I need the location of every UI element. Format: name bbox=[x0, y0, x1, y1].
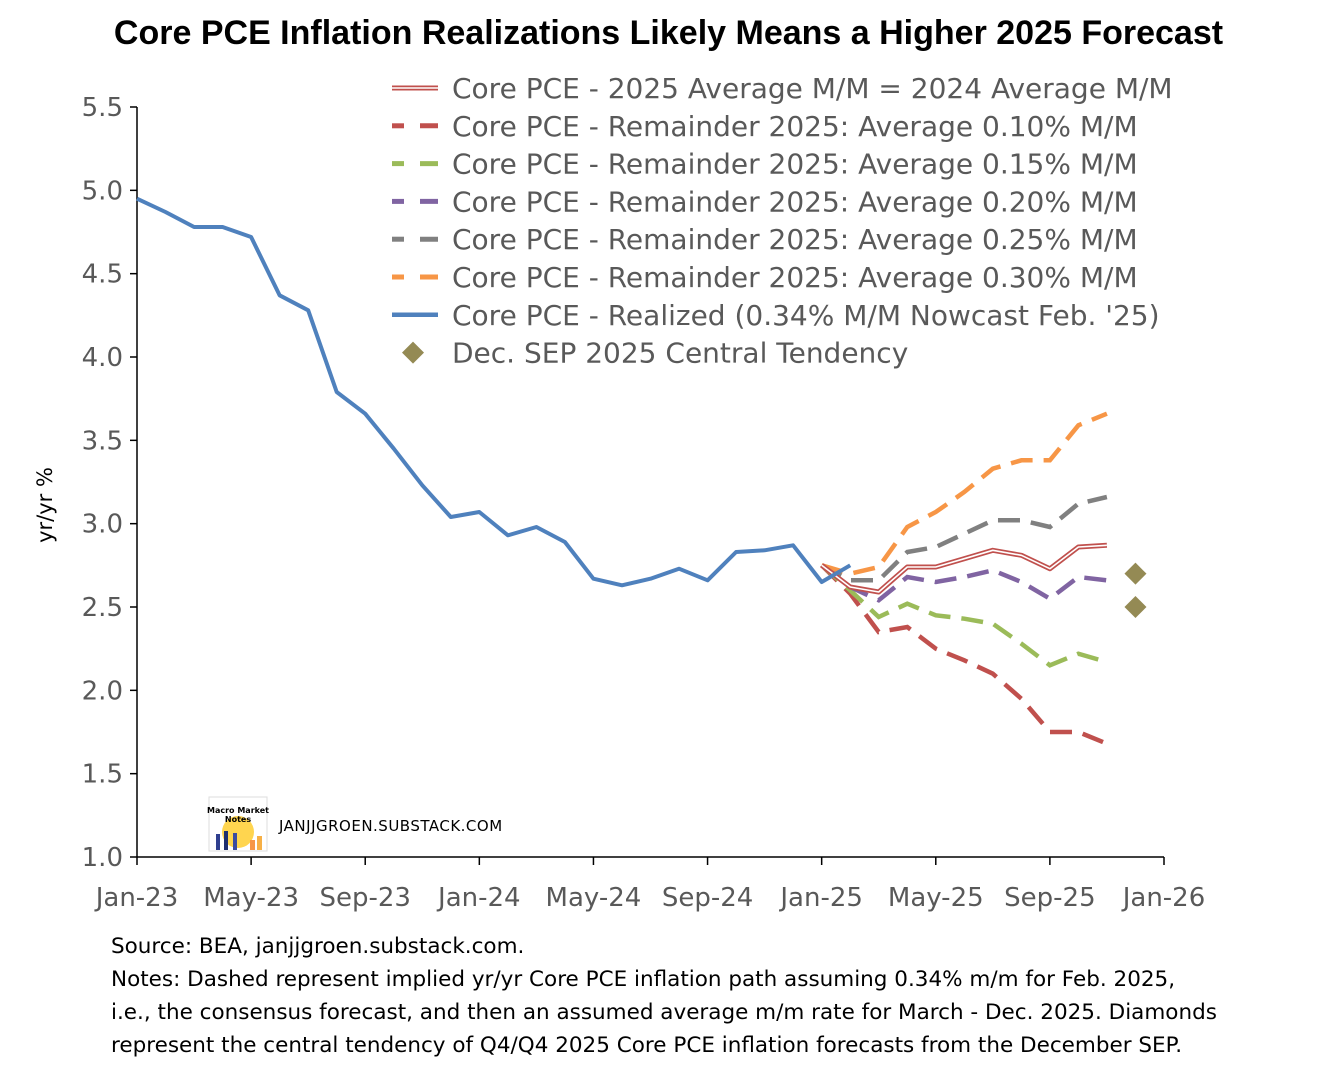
axes bbox=[136, 107, 1164, 858]
y-tick-label: 4.5 bbox=[82, 260, 123, 290]
legend-item: Core PCE - Remainder 2025: Average 0.30%… bbox=[392, 261, 1138, 294]
x-tick-label: Sep-23 bbox=[319, 883, 410, 913]
x-tick-label: Sep-25 bbox=[1004, 883, 1095, 913]
legend-label: Core PCE - Remainder 2025: Average 0.25%… bbox=[452, 223, 1138, 256]
y-tick-label: 4.0 bbox=[82, 343, 123, 373]
legend-label: Core PCE - Remainder 2025: Average 0.15%… bbox=[452, 148, 1138, 181]
series-3-line bbox=[820, 563, 1108, 603]
series-0-line-inner bbox=[821, 544, 1107, 593]
series-lines bbox=[136, 196, 1147, 746]
legend-item: Dec. SEP 2025 Central Tendency bbox=[402, 337, 908, 370]
legend: Core PCE - 2025 Average M/M = 2024 Avera… bbox=[392, 72, 1173, 370]
series-6-line bbox=[136, 196, 852, 588]
y-tick-label: 5.0 bbox=[82, 176, 123, 206]
series-4-line bbox=[820, 494, 1108, 583]
source-note: Source: BEA, janjjgroen.substack.com. bbox=[111, 934, 525, 959]
sep-diamond-marker bbox=[1124, 562, 1147, 585]
legend-label: Core PCE - Remainder 2025: Average 0.10%… bbox=[452, 110, 1138, 143]
legend-item: Core PCE - Remainder 2025: Average 0.10%… bbox=[392, 110, 1138, 143]
y-tick-label: 3.5 bbox=[82, 426, 123, 456]
watermark-logo-bar-2 bbox=[257, 836, 262, 850]
series-5-line bbox=[821, 411, 1108, 577]
series-2-line bbox=[820, 563, 1108, 668]
watermark-logo-figure-1 bbox=[216, 834, 220, 850]
sep-diamond-marker bbox=[1124, 596, 1147, 618]
x-tick-label: May-23 bbox=[203, 883, 299, 913]
legend-label: Core PCE - Remainder 2025: Average 0.20%… bbox=[452, 185, 1138, 218]
chart-canvas: 1.0 1.5 2.0 2.5 3.0 3.5 4.0 4.5 5.0 5.5 Jan-23 May… bbox=[33, 72, 1206, 913]
y-axis-ticks: 1.0 1.5 2.0 2.5 3.0 3.5 4.0 4.5 5.0 5.5 bbox=[82, 93, 137, 873]
legend-item: Core PCE - 2025 Average M/M = 2024 Avera… bbox=[392, 72, 1173, 105]
notes-line-1: Notes: Dashed represent implied yr/yr Co… bbox=[111, 967, 1176, 992]
watermark-logo-figure-2 bbox=[224, 831, 228, 850]
y-tick-label: 1.5 bbox=[82, 760, 123, 790]
legend-item: Core PCE - Realized (0.34% M/M Nowcast F… bbox=[392, 299, 1160, 332]
legend-label: Core PCE - Remainder 2025: Average 0.30%… bbox=[452, 261, 1138, 294]
watermark-logo-bar-1 bbox=[250, 840, 255, 850]
x-tick-label: Jan-24 bbox=[436, 883, 521, 913]
y-axis-label: yr/yr % bbox=[33, 467, 57, 543]
x-axis-ticks: Jan-23 May-23 Sep-23 Jan-24 May-24 Sep-24 Jan-… bbox=[94, 857, 1206, 913]
watermark-logo-text-1: Macro Market bbox=[207, 806, 269, 815]
series-1-line bbox=[820, 563, 1108, 746]
legend-label: Core PCE - 2025 Average M/M = 2024 Avera… bbox=[452, 72, 1173, 105]
x-tick-label: Jan-26 bbox=[1121, 883, 1206, 913]
x-tick-label: May-24 bbox=[546, 883, 642, 913]
y-tick-label: 1.0 bbox=[82, 843, 123, 873]
legend-item: Core PCE - Remainder 2025: Average 0.25%… bbox=[392, 223, 1138, 256]
legend-label: Core PCE - Realized (0.34% M/M Nowcast F… bbox=[452, 299, 1160, 332]
watermark-logo-sun bbox=[222, 816, 254, 848]
x-tick-label: Jan-25 bbox=[778, 883, 863, 913]
y-tick-label: 2.0 bbox=[82, 676, 123, 706]
notes-line-3: represent the central tendency of Q4/Q4 … bbox=[111, 1033, 1183, 1058]
legend-label: Dec. SEP 2025 Central Tendency bbox=[452, 337, 908, 370]
y-tick-label: 5.5 bbox=[82, 93, 123, 123]
watermark-site: JANJJGROEN.SUBSTACK.COM bbox=[278, 817, 503, 835]
legend-item: Core PCE - Remainder 2025: Average 0.20%… bbox=[392, 185, 1138, 218]
notes-block: Source: BEA, janjjgroen.substack.com. No… bbox=[111, 930, 1311, 1062]
y-tick-label: 3.0 bbox=[82, 510, 123, 540]
watermark-logo-figure-3 bbox=[233, 833, 237, 850]
legend-swatch bbox=[402, 341, 424, 364]
chart-title: Core PCE Inflation Realizations Likely M… bbox=[113, 14, 1224, 52]
legend-item: Core PCE - Remainder 2025: Average 0.15%… bbox=[392, 148, 1138, 181]
notes-line-2: i.e., the consensus forecast, and then a… bbox=[111, 1000, 1217, 1025]
x-tick-label: Jan-23 bbox=[94, 883, 179, 913]
x-tick-label: May-25 bbox=[888, 883, 984, 913]
watermark-logo-text-2: Notes bbox=[225, 815, 251, 824]
y-tick-label: 2.5 bbox=[82, 593, 123, 623]
watermark: Macro Market Notes JANJJGROEN.SUBSTACK.C… bbox=[207, 796, 503, 852]
x-tick-label: Sep-24 bbox=[662, 883, 753, 913]
